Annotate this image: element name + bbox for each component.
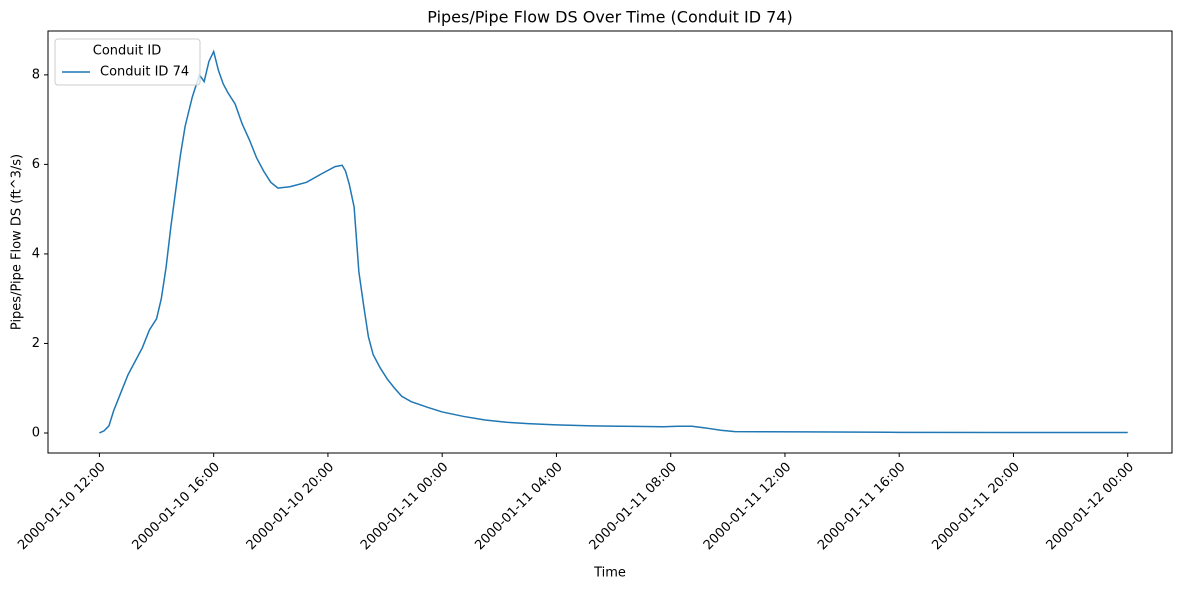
legend-box	[54, 38, 201, 86]
legend-title: Conduit ID	[93, 44, 161, 59]
x-tick-label: 2000-01-11 16:00	[815, 460, 908, 553]
y-tick-label: 0	[32, 425, 40, 440]
x-tick-label: 2000-01-11 20:00	[929, 460, 1022, 553]
x-tick-label: 2000-01-11 08:00	[587, 460, 680, 553]
x-tick-label: 2000-01-11 04:00	[472, 460, 565, 553]
x-tick-label: 2000-01-10 16:00	[130, 460, 223, 553]
y-axis-label: Pipes/Pipe Flow DS (ft^3/s)	[10, 154, 25, 330]
x-tick-label: 2000-01-10 20:00	[244, 460, 337, 553]
y-tick-label: 2	[32, 336, 40, 351]
y-tick-label: 8	[32, 67, 40, 82]
x-tick-label: 2000-01-11 00:00	[358, 460, 451, 553]
x-tick-label: 2000-01-12 00:00	[1044, 460, 1137, 553]
chart-title: Pipes/Pipe Flow DS Over Time (Conduit ID…	[427, 8, 792, 27]
x-tick-label: 2000-01-11 12:00	[701, 460, 794, 553]
data-line	[99, 49, 1128, 434]
legend-label: Conduit ID 74	[100, 65, 189, 80]
y-tick-label: 4	[32, 246, 40, 261]
x-tick-label: 2000-01-10 12:00	[15, 460, 108, 553]
y-tick-label: 6	[32, 157, 40, 172]
plot-frame	[47, 30, 1173, 454]
x-axis-label: Time	[593, 566, 626, 581]
